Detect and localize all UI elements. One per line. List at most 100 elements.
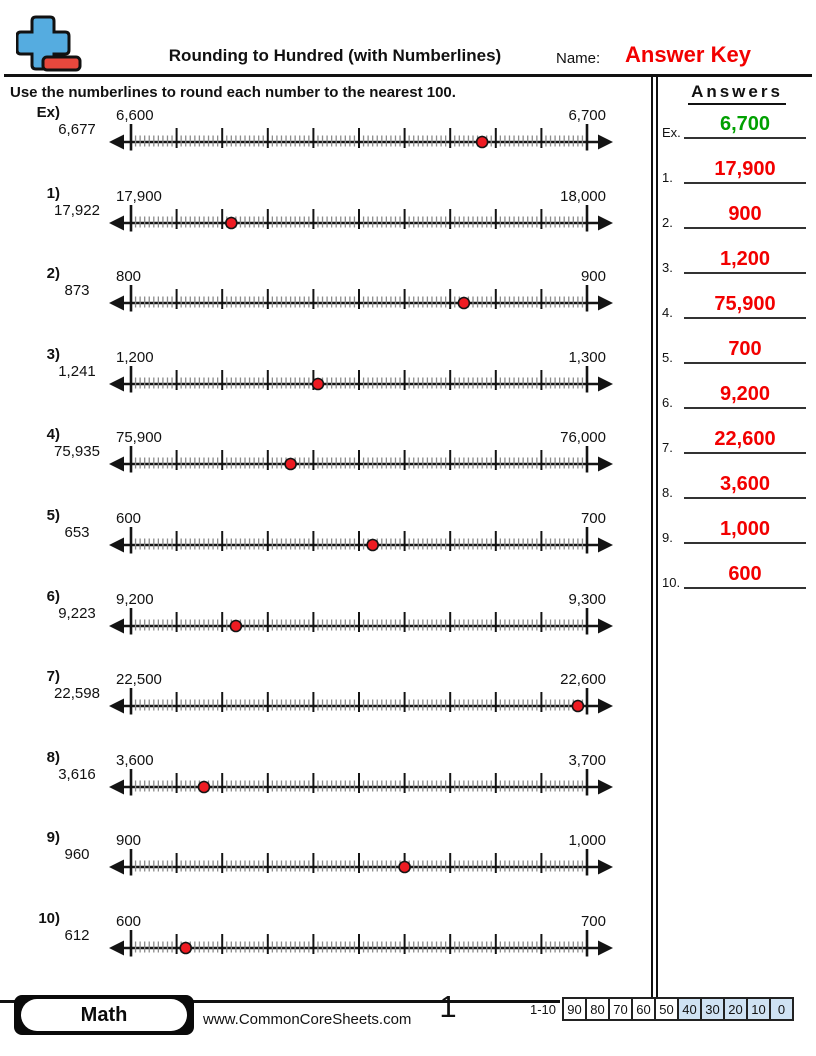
answer-row: 5. 700	[660, 336, 808, 365]
answer-number: 5.	[662, 350, 673, 365]
numberline: 600 700	[108, 910, 618, 974]
instruction-text: Use the numberlines to round each number…	[10, 84, 456, 101]
dot-marker	[197, 780, 211, 794]
problem-value: 17,922	[54, 201, 100, 219]
name-label: Name:	[556, 50, 601, 67]
answer-blank-line	[684, 407, 806, 409]
score-cell: 70	[608, 997, 633, 1021]
answer-value: 700	[728, 338, 762, 360]
problem-value: 3,616	[58, 765, 96, 783]
minus-icon	[41, 55, 82, 72]
problem-number: 3)	[46, 345, 60, 363]
problem-number: 9)	[46, 829, 60, 847]
right-arrow-icon	[598, 618, 613, 634]
page-number: 1	[439, 989, 457, 1024]
right-arrow-icon	[598, 779, 613, 795]
numberline-max-label: 700	[580, 510, 606, 527]
answer-row: 1. 17,900	[660, 156, 808, 185]
header-divider	[4, 74, 812, 77]
numberline-graphic	[109, 365, 613, 393]
answer-row: 4. 75,900	[660, 291, 808, 320]
answer-row: 7. 22,600	[660, 426, 808, 455]
answer-value: 600	[728, 563, 762, 585]
problem-number: 1)	[46, 184, 60, 202]
answers-heading-text: Answers	[688, 82, 786, 105]
numberline-graphic	[109, 527, 613, 554]
numberline-max-label: 6,700	[568, 107, 606, 124]
answer-number: 4.	[662, 305, 673, 320]
dot-marker	[225, 216, 238, 229]
problems-area: Ex) 6,677 6,600 6,700 1) 17,922 17,900 1…	[0, 104, 650, 974]
numberline: 17,900 18,000	[108, 185, 618, 249]
left-arrow-icon	[109, 940, 124, 956]
answer-blank-line	[684, 182, 806, 184]
answer-blank-line	[684, 587, 806, 589]
dot-marker	[571, 699, 585, 713]
numberline: 6,600 6,700	[108, 104, 618, 168]
problem-row: 7) 22,598 22,500 22,600	[0, 668, 650, 732]
answer-blank-line	[684, 227, 806, 229]
left-arrow-icon	[109, 537, 124, 553]
dot-marker	[457, 296, 471, 310]
left-arrow-icon	[109, 376, 124, 392]
numberline-min-label: 9,200	[116, 590, 154, 608]
score-cell: 0	[769, 997, 794, 1021]
answer-blank-line	[684, 497, 806, 499]
right-arrow-icon	[598, 940, 613, 956]
score-cell: 20	[723, 997, 748, 1021]
problem-number: 6)	[46, 587, 60, 605]
math-badge-label: Math	[21, 999, 187, 1031]
answer-value: 9,200	[719, 383, 771, 405]
numberline-graphic	[109, 607, 613, 635]
problem-number: 4)	[46, 426, 60, 444]
numberline-max-label: 76,000	[560, 429, 606, 447]
answer-blank-line	[684, 317, 806, 319]
right-arrow-icon	[598, 215, 613, 231]
numberline-max-label: 1,000	[568, 832, 606, 850]
dot-marker	[179, 941, 193, 955]
answer-number: 9.	[662, 530, 673, 545]
answer-key-text: Answer Key	[625, 42, 751, 67]
problem-row: 1) 17,922 17,900 18,000	[0, 185, 650, 249]
answer-value: 75,900	[714, 293, 776, 315]
right-arrow-icon	[598, 698, 613, 714]
answer-value: 900	[728, 203, 762, 225]
numberline-min-label: 800	[116, 268, 142, 286]
problem-number: 5)	[46, 507, 60, 524]
answer-row: 2. 900	[660, 201, 808, 230]
numberline-min-label: 17,900	[116, 187, 162, 205]
left-arrow-icon	[109, 134, 124, 150]
numberline: 600 700	[108, 507, 618, 571]
problem-value: 873	[64, 282, 90, 300]
answer-number: 8.	[662, 485, 673, 500]
problem-row: 8) 3,616 3,600 3,700	[0, 749, 650, 813]
numberline-graphic	[109, 204, 613, 232]
numberline-min-label: 3,600	[116, 751, 154, 769]
score-cell: 90	[562, 997, 587, 1021]
dot-marker	[229, 619, 243, 632]
answer-row: 6. 9,200	[660, 381, 808, 410]
website-url: www.CommonCoreSheets.com	[203, 1011, 412, 1028]
plus-minus-logo-icon	[16, 15, 82, 72]
dot-marker	[311, 377, 325, 391]
right-arrow-icon	[598, 295, 613, 311]
numberline: 1,200 1,300	[108, 346, 618, 410]
problem-row: 9) 960 900 1,000	[0, 829, 650, 893]
numberline-min-label: 75,900	[116, 429, 162, 447]
answer-blank-line	[684, 542, 806, 544]
answer-row: 9. 1,000	[660, 516, 808, 545]
numberline: 900 1,000	[108, 829, 618, 893]
numberline-graphic	[109, 285, 613, 312]
problem-row: 10) 612 600 700	[0, 910, 650, 974]
problem-value: 653	[64, 524, 90, 541]
problem-row: 5) 653 600 700	[0, 507, 650, 571]
problem-row: Ex) 6,677 6,600 6,700	[0, 104, 650, 168]
numberline-graphic	[109, 768, 613, 796]
answer-number: Ex.	[662, 125, 681, 140]
numberline: 9,200 9,300	[108, 588, 618, 652]
left-arrow-icon	[109, 779, 124, 795]
answer-number: 7.	[662, 440, 673, 455]
problem-number: 8)	[46, 748, 60, 766]
problem-row: 3) 1,241 1,200 1,300	[0, 346, 650, 410]
answer-value: 3,600	[719, 473, 771, 495]
